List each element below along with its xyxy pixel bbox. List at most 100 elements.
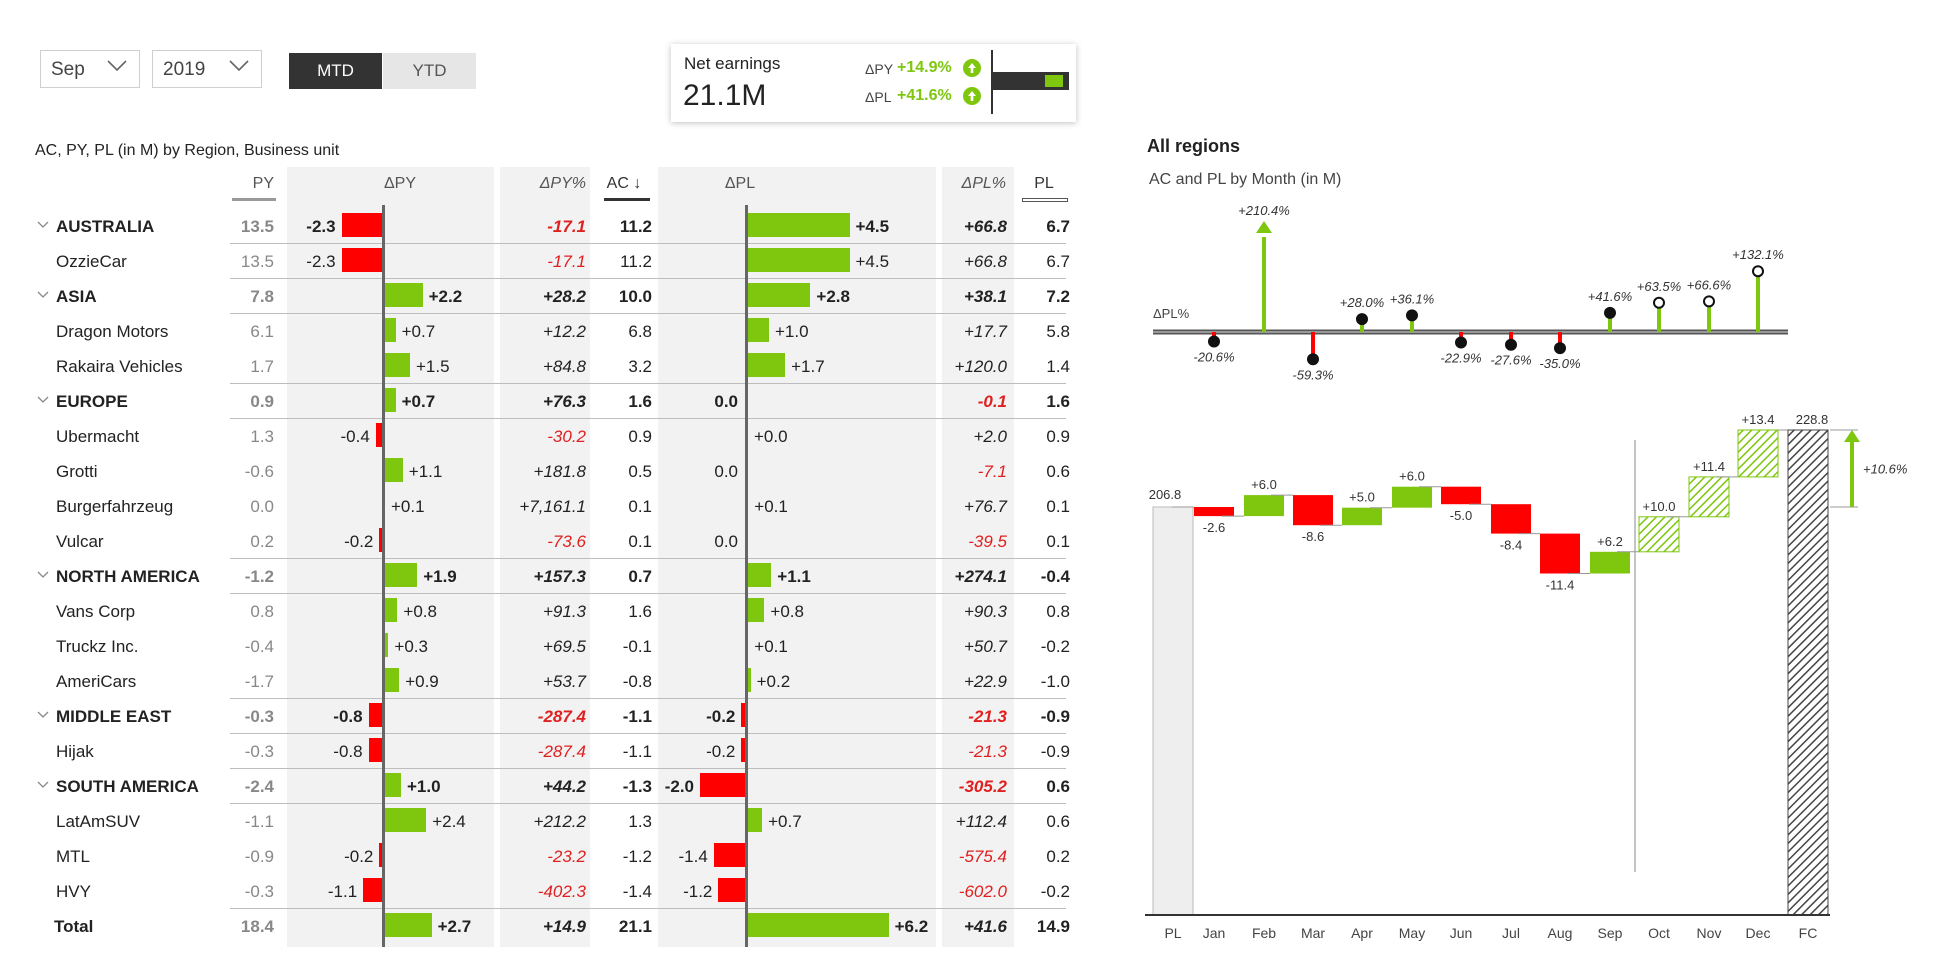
expand-chevron-icon[interactable] — [37, 291, 49, 299]
pl-value: 7.2 — [1046, 287, 1070, 306]
dpl-pct-value: +112.4 — [955, 812, 1007, 831]
pl-value: -0.9 — [1040, 742, 1070, 761]
table-row[interactable]: EUROPE 0.9 +76.3 1.6 -0.1 1.6 +0.7 0.0 — [30, 384, 1070, 418]
table-row[interactable]: Hijak -0.3 -287.4 -1.1 -21.3 -0.9 -0.8 -0.2 — [30, 734, 1070, 768]
lollipop-head — [1356, 313, 1368, 326]
pl-value: 0.9 — [1046, 427, 1070, 446]
dpl-bar-label: +1.0 — [775, 322, 809, 341]
table-row[interactable]: Burgerfahrzeug 0.0 +7,161.1 0.1 +76.7 0.1 +0.1… — [30, 489, 1070, 523]
header-dpl[interactable]: ΔPL — [724, 175, 756, 192]
row-name: Total — [54, 917, 94, 936]
month-dropdown[interactable]: Sep — [40, 50, 140, 88]
table-row[interactable]: OzzieCar 13.5 -17.1 11.2 +66.8 6.7 -2.3 +4.5 — [30, 244, 1070, 278]
waterfall-label: +6.2 — [1597, 534, 1623, 549]
py-value: -1.7 — [244, 672, 274, 691]
table-row[interactable]: AUSTRALIA 13.5 -17.1 11.2 +66.8 6.7 -2.3 +4.5 — [30, 209, 1070, 243]
dpl-bar — [746, 353, 786, 377]
row-name: LatAmSUV — [56, 812, 141, 831]
pl-value: 1.4 — [1046, 357, 1070, 376]
expand-chevron-icon[interactable] — [37, 571, 49, 579]
table-row[interactable]: MTL -0.9 -23.2 -1.2 -575.4 0.2 -0.2 -1.4 — [30, 839, 1070, 873]
row-separator — [230, 278, 1066, 279]
x-axis-label: Mar — [1301, 925, 1325, 941]
table-row[interactable]: Ubermacht 1.3 -30.2 0.9 +2.0 0.9 -0.4 +0.0 — [30, 419, 1070, 453]
ytd-button[interactable]: YTD — [383, 53, 476, 89]
dpy-bar — [383, 633, 389, 657]
row-name: AUSTRALIA — [56, 217, 155, 236]
dpl-bar — [746, 248, 850, 272]
expand-chevron-icon[interactable] — [37, 396, 49, 404]
table-row[interactable]: Grotti -0.6 +181.8 0.5 -7.1 0.6 +1.1 0.0 — [30, 454, 1070, 488]
table-row[interactable]: Rakaira Vehicles 1.7 +84.8 3.2 +120.0 1.4 +1.5… — [30, 349, 1070, 383]
x-axis-label: Apr — [1351, 925, 1373, 941]
py-value: -0.9 — [244, 847, 274, 866]
expand-chevron-icon[interactable] — [37, 711, 49, 719]
change-label: +10.6% — [1863, 462, 1907, 477]
arrow-up-circle-icon — [963, 59, 981, 77]
expand-chevron-icon[interactable] — [37, 781, 49, 789]
table-row[interactable]: Dragon Motors 6.1 +12.2 6.8 +17.7 5.8 +0.7 +1.0 — [30, 314, 1070, 348]
ac-value: 0.9 — [628, 427, 652, 446]
lollipop-axis-label: ΔPL% — [1153, 306, 1190, 321]
year-dropdown[interactable]: 2019 — [152, 50, 262, 88]
waterfall-bar — [1244, 495, 1284, 517]
dpl-bar-label: -0.2 — [706, 742, 736, 761]
dpy-pct-value: -287.4 — [537, 707, 586, 726]
lollipop-overflow-arrow — [1256, 221, 1272, 233]
header-dpy-pct[interactable]: ΔPY% — [539, 175, 586, 192]
dpy-bar — [383, 913, 432, 937]
table-row[interactable]: Vans Corp 0.8 +91.3 1.6 +90.3 0.8 +0.8 +0.8 — [30, 594, 1070, 628]
header-pl[interactable]: PL — [1034, 175, 1054, 192]
dpy-bar — [383, 668, 400, 692]
table-row[interactable]: Truckz Inc. -0.4 +69.5 -0.1 +50.7 -0.2 +0.3 +0.… — [30, 629, 1070, 663]
dpy-bar-label: +0.8 — [403, 602, 437, 621]
row-separator — [230, 698, 1066, 699]
dpy-bar — [379, 528, 383, 552]
row-name: ASIA — [56, 287, 97, 306]
kpi-dpy-label: ΔPY — [865, 61, 894, 77]
waterfall-label: -8.6 — [1302, 529, 1324, 544]
expand-chevron-icon[interactable] — [37, 221, 49, 229]
ac-value: -0.8 — [622, 672, 652, 691]
header-dpy[interactable]: ΔPY — [383, 175, 417, 192]
dpy-bar — [383, 563, 418, 587]
dpy-bar-label: +0.3 — [394, 637, 428, 656]
dpy-bar — [383, 283, 423, 307]
table-row[interactable]: AmeriCars -1.7 +53.7 -0.8 +22.9 -1.0 +0.9 +0.2 — [30, 664, 1070, 698]
header-py[interactable]: PY — [252, 175, 274, 192]
dpy-bar — [383, 773, 401, 797]
dpy-pct-value: +212.2 — [533, 812, 586, 831]
row-separator — [230, 593, 1066, 594]
lollipop-head — [1505, 338, 1517, 351]
waterfall-label: +13.4 — [1742, 412, 1775, 427]
table-row[interactable]: HVY -0.3 -402.3 -1.4 -602.0 -0.2 -1.1 -1.2 — [30, 874, 1070, 908]
lollipop-label: +132.1% — [1732, 247, 1784, 262]
table-row[interactable]: LatAmSUV -1.1 +212.2 1.3 +112.4 0.6 +2.4 +0.7 — [30, 804, 1070, 838]
row-separator — [230, 383, 1066, 384]
total-row[interactable]: Total 18.4 +14.9 21.1 +41.6 14.9 +2.7 +6.2 — [30, 909, 1070, 943]
table-row[interactable]: NORTH AMERICA -1.2 +157.3 0.7 +274.1 -0.4 +1.9… — [30, 559, 1070, 593]
dpy-bar-label: +2.2 — [428, 287, 463, 306]
dpl-pct-value: +274.1 — [954, 567, 1007, 586]
dpl-pct-value: -575.4 — [958, 847, 1007, 866]
pl-value: 6.7 — [1046, 217, 1070, 236]
dpl-bar-label: +2.8 — [816, 287, 850, 306]
dpl-bar-label: 0.0 — [714, 392, 738, 411]
py-value: 6.1 — [250, 322, 274, 341]
dpy-bar — [341, 213, 383, 237]
header-dpl-pct[interactable]: ΔPL% — [961, 175, 1006, 192]
dpl-pct-value: -602.0 — [958, 882, 1007, 901]
mtd-button[interactable]: MTD — [289, 53, 382, 89]
header-ac[interactable]: AC ↓ — [606, 175, 642, 192]
table-row[interactable]: ASIA 7.8 +28.2 10.0 +38.1 7.2 +2.2 +2.8 — [30, 279, 1070, 313]
py-value: 0.8 — [250, 602, 274, 621]
x-axis-label: Feb — [1252, 925, 1276, 941]
table-row[interactable]: Vulcar 0.2 -73.6 0.1 -39.5 0.1 -0.2 0.0 — [30, 524, 1070, 558]
lollipop-head — [1604, 306, 1616, 319]
table-row[interactable]: MIDDLE EAST -0.3 -287.4 -1.1 -21.3 -0.9 -0.8 -0… — [30, 699, 1070, 733]
header-pl-outline — [1022, 198, 1068, 202]
table-row[interactable]: SOUTH AMERICA -2.4 +44.2 -1.3 -305.2 0.6 +1.0 -… — [30, 769, 1070, 803]
py-value: 1.7 — [250, 357, 274, 376]
dpl-pct-value: +120.0 — [954, 357, 1007, 376]
